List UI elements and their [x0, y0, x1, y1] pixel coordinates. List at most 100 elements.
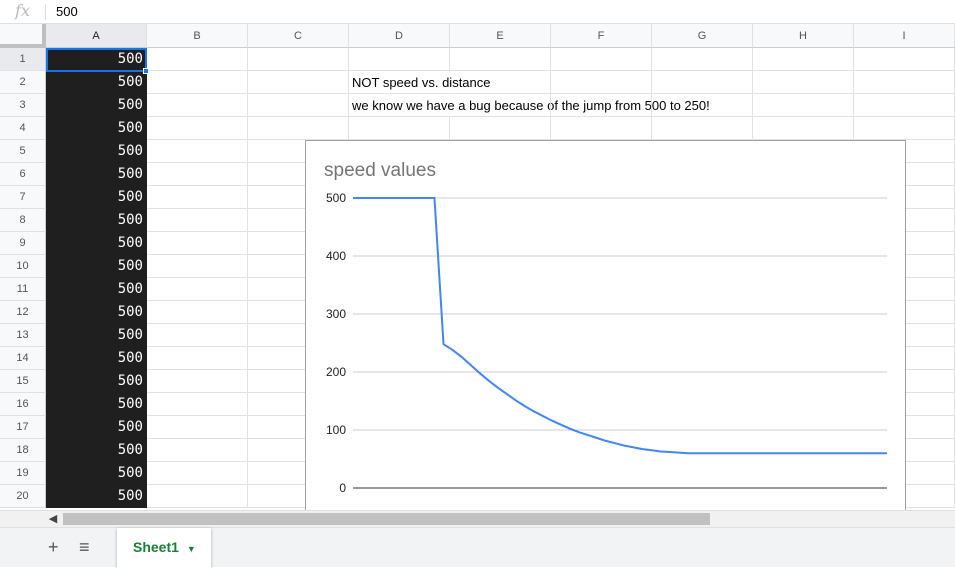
row-header-17[interactable]: 17	[0, 416, 46, 439]
row-header-7[interactable]: 7	[0, 186, 46, 209]
cell-I1[interactable]	[854, 48, 955, 71]
cell-A6[interactable]: 500	[46, 163, 147, 186]
cell-B8[interactable]	[147, 209, 248, 232]
cell-G3[interactable]	[652, 94, 753, 117]
cell-H1[interactable]	[753, 48, 854, 71]
cell-I4[interactable]	[854, 117, 955, 140]
cell-A7[interactable]: 500	[46, 186, 147, 209]
cell-A14[interactable]: 500	[46, 347, 147, 370]
cell-A13[interactable]: 500	[46, 324, 147, 347]
cell-D3[interactable]: we know we have a bug because of the jum…	[349, 94, 710, 117]
cell-C3[interactable]	[248, 94, 349, 117]
cell-C4[interactable]	[248, 117, 349, 140]
column-header-F[interactable]: F	[551, 24, 652, 48]
cell-A9[interactable]: 500	[46, 232, 147, 255]
column-header-G[interactable]: G	[652, 24, 753, 48]
spreadsheet-grid[interactable]: A B C D E F G H I 1 500 2 500 NOT speed vs. distance 3…	[0, 24, 955, 510]
cell-F4[interactable]	[551, 117, 652, 140]
row-header-13[interactable]: 13	[0, 324, 46, 347]
row-header-14[interactable]: 14	[0, 347, 46, 370]
cell-B18[interactable]	[147, 439, 248, 462]
cell-G4[interactable]	[652, 117, 753, 140]
column-header-I[interactable]: I	[854, 24, 955, 48]
cell-F1[interactable]	[551, 48, 652, 71]
cell-B20[interactable]	[147, 485, 248, 508]
cell-B1[interactable]	[147, 48, 248, 71]
row-header-9[interactable]: 9	[0, 232, 46, 255]
cell-B19[interactable]	[147, 462, 248, 485]
cell-A10[interactable]: 500	[46, 255, 147, 278]
cell-B12[interactable]	[147, 301, 248, 324]
cell-A12[interactable]: 500	[46, 301, 147, 324]
row-header-5[interactable]: 5	[0, 140, 46, 163]
cell-B17[interactable]	[147, 416, 248, 439]
chevron-left-icon[interactable]: ◀	[48, 513, 58, 525]
cell-D2[interactable]: NOT speed vs. distance	[349, 71, 491, 94]
cell-F2[interactable]	[551, 71, 652, 94]
row-header-10[interactable]: 10	[0, 255, 46, 278]
column-header-A[interactable]: A	[46, 24, 147, 48]
row-header-11[interactable]: 11	[0, 278, 46, 301]
cell-B3[interactable]	[147, 94, 248, 117]
row-header-3[interactable]: 3	[0, 94, 46, 117]
cell-B14[interactable]	[147, 347, 248, 370]
cell-A19[interactable]: 500	[46, 462, 147, 485]
cell-C2[interactable]	[248, 71, 349, 94]
cell-A15[interactable]: 500	[46, 370, 147, 393]
cell-A8[interactable]: 500	[46, 209, 147, 232]
cell-A5[interactable]: 500	[46, 140, 147, 163]
cell-B2[interactable]	[147, 71, 248, 94]
cell-B4[interactable]	[147, 117, 248, 140]
cell-E1[interactable]	[450, 48, 551, 71]
cell-B13[interactable]	[147, 324, 248, 347]
column-header-B[interactable]: B	[147, 24, 248, 48]
cell-A11[interactable]: 500	[46, 278, 147, 301]
cell-A18[interactable]: 500	[46, 439, 147, 462]
cell-E3[interactable]	[450, 94, 551, 117]
row-header-6[interactable]: 6	[0, 163, 46, 186]
formula-input[interactable]: 500	[56, 4, 78, 19]
fill-handle[interactable]	[143, 68, 149, 74]
cell-B10[interactable]	[147, 255, 248, 278]
row-header-2[interactable]: 2	[0, 71, 46, 94]
row-header-8[interactable]: 8	[0, 209, 46, 232]
cell-G1[interactable]	[652, 48, 753, 71]
plus-icon[interactable]: +	[48, 537, 59, 557]
row-header-12[interactable]: 12	[0, 301, 46, 324]
cell-A2[interactable]: 500	[46, 71, 147, 94]
select-all-corner[interactable]	[0, 24, 46, 48]
cell-D1[interactable]	[349, 48, 450, 71]
horizontal-scrollbar[interactable]: ◀	[0, 510, 955, 527]
cell-A17[interactable]: 500	[46, 416, 147, 439]
column-header-D[interactable]: D	[349, 24, 450, 48]
cell-E4[interactable]	[450, 117, 551, 140]
cell-A3[interactable]: 500	[46, 94, 147, 117]
row-header-16[interactable]: 16	[0, 393, 46, 416]
cell-B6[interactable]	[147, 163, 248, 186]
scrollbar-thumb[interactable]	[63, 513, 710, 525]
cell-B16[interactable]	[147, 393, 248, 416]
row-header-15[interactable]: 15	[0, 370, 46, 393]
cell-B7[interactable]	[147, 186, 248, 209]
cell-A20[interactable]: 500	[46, 485, 147, 508]
cell-B5[interactable]	[147, 140, 248, 163]
cell-D4[interactable]	[349, 117, 450, 140]
cell-E2[interactable]	[450, 71, 551, 94]
row-header-18[interactable]: 18	[0, 439, 46, 462]
row-header-20[interactable]: 20	[0, 485, 46, 508]
cell-I3[interactable]	[854, 94, 955, 117]
cell-H2[interactable]	[753, 71, 854, 94]
caret-down-icon[interactable]: ▼	[186, 544, 196, 554]
menu-icon[interactable]: ≡	[79, 537, 90, 557]
column-header-H[interactable]: H	[753, 24, 854, 48]
cell-I2[interactable]	[854, 71, 955, 94]
cell-C1[interactable]	[248, 48, 349, 71]
column-header-C[interactable]: C	[248, 24, 349, 48]
cell-B11[interactable]	[147, 278, 248, 301]
cell-F3[interactable]	[551, 94, 652, 117]
row-header-4[interactable]: 4	[0, 117, 46, 140]
tab-sheet1[interactable]: Sheet1 ▼	[117, 528, 211, 568]
cell-B9[interactable]	[147, 232, 248, 255]
cell-A4[interactable]: 500	[46, 117, 147, 140]
cell-A16[interactable]: 500	[46, 393, 147, 416]
